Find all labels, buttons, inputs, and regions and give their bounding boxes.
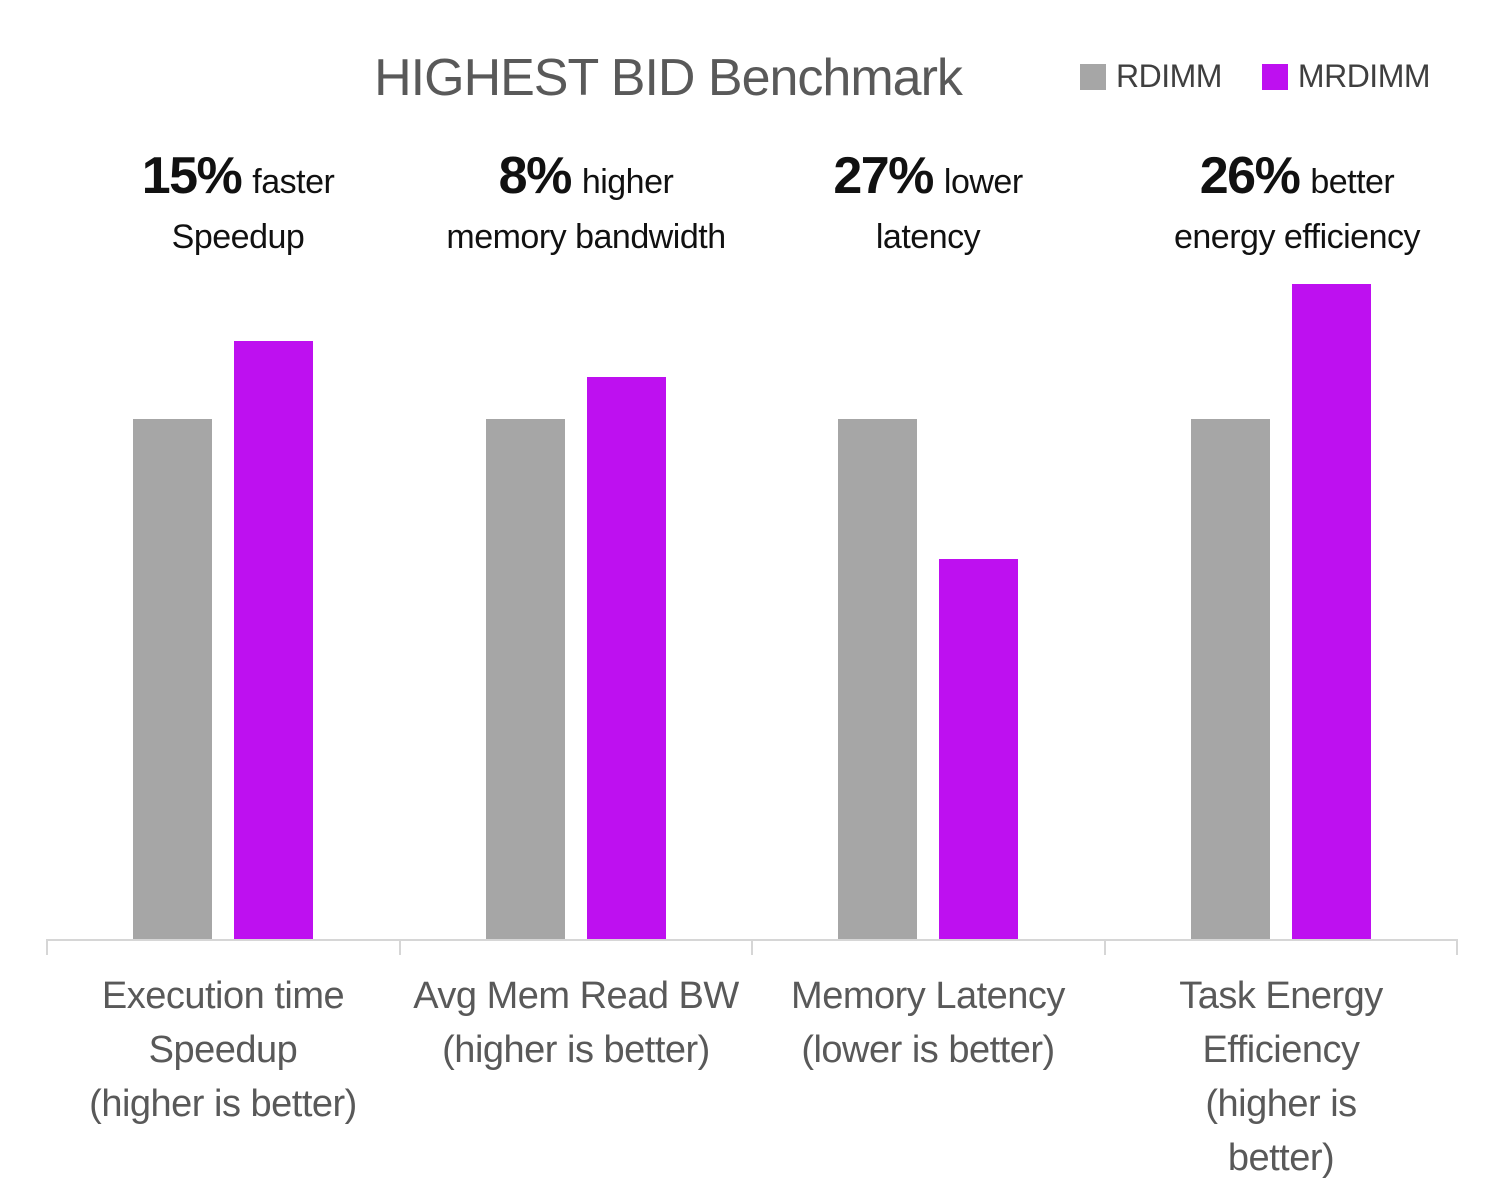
annotation-suffix: faster bbox=[252, 163, 335, 201]
annotation-percent: 27% bbox=[833, 147, 934, 205]
annotation-percent: 15% bbox=[141, 147, 243, 205]
bar-mrdimm-group-2 bbox=[587, 377, 666, 939]
bar-rdimm-group-2 bbox=[486, 419, 565, 939]
annotation-group-1: 15% faster Speedup bbox=[141, 147, 335, 258]
annotation-line2: Speedup bbox=[171, 218, 305, 257]
annotation-group-3: 27% lower latency bbox=[833, 147, 1023, 258]
x-axis-label-group-2: Avg Mem Read BW (higher is better) bbox=[413, 975, 739, 1071]
x-axis-tick bbox=[46, 939, 48, 955]
annotation-line2: latency bbox=[875, 218, 981, 257]
bar-mrdimm-group-1 bbox=[234, 341, 313, 939]
legend-rdimm-label: RDIMM bbox=[1116, 58, 1222, 94]
annotation-group-2: 8% higher memory bandwidth bbox=[446, 147, 726, 258]
bar-rdimm-group-1 bbox=[133, 419, 212, 939]
bar-mrdimm-group-4 bbox=[1292, 284, 1371, 939]
x-axis-tick bbox=[1103, 939, 1106, 955]
annotation-suffix: better bbox=[1310, 163, 1395, 201]
annotation-line2: memory bandwidth bbox=[446, 218, 726, 257]
legend-mrdimm-label: MRDIMM bbox=[1297, 58, 1431, 94]
x-axis-tick bbox=[1456, 939, 1458, 955]
bar-rdimm-group-3 bbox=[838, 419, 917, 939]
bar-mrdimm-group-3 bbox=[939, 559, 1018, 939]
x-axis-label-group-4: Task Energy Efficiency (higher is better… bbox=[1179, 975, 1383, 1179]
chart-title: HIGHEST BID Benchmark bbox=[374, 49, 963, 107]
annotation-group-4: 26% better energy efficiency bbox=[1173, 147, 1421, 258]
legend-rdimm-swatch-icon bbox=[1080, 63, 1106, 90]
x-axis-tick bbox=[398, 939, 401, 955]
legend-item-mrdimm: MRDIMM bbox=[1261, 58, 1431, 95]
annotation-percent: 8% bbox=[498, 147, 573, 205]
legend: RDIMM MRDIMM bbox=[1080, 58, 1431, 95]
x-axis-tick bbox=[751, 939, 753, 955]
annotation-line2: energy efficiency bbox=[1173, 218, 1421, 257]
annotation-suffix: higher bbox=[581, 163, 674, 201]
legend-item-rdimm: RDIMM bbox=[1080, 58, 1222, 95]
bar-rdimm-group-4 bbox=[1191, 419, 1270, 939]
x-axis-label-group-3: Memory Latency (lower is better) bbox=[791, 975, 1065, 1071]
annotation-percent: 26% bbox=[1199, 147, 1301, 205]
annotation-suffix: lower bbox=[943, 163, 1023, 201]
x-axis-label-group-1: Execution time Speedup (higher is better… bbox=[89, 975, 357, 1125]
legend-mrdimm-swatch-icon bbox=[1261, 63, 1288, 90]
